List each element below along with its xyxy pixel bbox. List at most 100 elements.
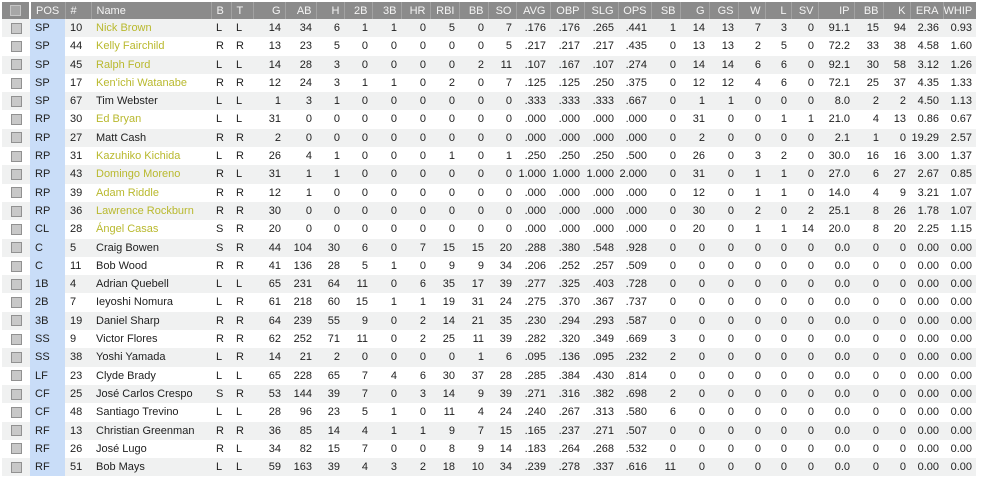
- table-row[interactable]: SP 10 Nick Brown L L 14 34 6 1 1 0 5 0 7.176.176.265.…: [2, 19, 976, 38]
- row-checkbox[interactable]: [10, 187, 22, 199]
- row-checkbox[interactable]: [10, 406, 22, 418]
- column-header-era[interactable]: ERA: [910, 2, 944, 19]
- row-checkbox[interactable]: [10, 22, 22, 34]
- table-row[interactable]: SP 67 Tim Webster L L 1 3 1 0 0 0 0 0 0.333.333.333.6…: [2, 92, 976, 111]
- table-row[interactable]: C 5 Craig Bowen S R 44 104 30 6 0 7 15 15 20.288.380.…: [2, 238, 976, 257]
- row-checkbox[interactable]: [10, 40, 22, 52]
- player-name-link[interactable]: Matt Cash: [96, 131, 147, 144]
- table-row[interactable]: SS 38 Yoshi Yamada L R 14 21 2 0 0 0 0 1 6.095.136.09…: [2, 348, 976, 367]
- table-row[interactable]: RP 30 Ed Bryan L L 31 0 0 0 0 0 0 0 0.000.000.000.000…: [2, 110, 976, 129]
- column-header-whip[interactable]: WHIP: [943, 2, 976, 19]
- table-row[interactable]: SP 17 Ken'ichi Watanabe R R 12 24 3 1 1 0 2 0 7.125.1…: [2, 73, 976, 93]
- row-checkbox[interactable]: [10, 297, 22, 309]
- player-name-link[interactable]: Kazuhiko Kichida: [96, 150, 181, 163]
- column-header-bb[interactable]: BB: [459, 2, 489, 19]
- player-name-link[interactable]: Daniel Sharp: [96, 314, 160, 327]
- player-name-link[interactable]: Bob Mays: [96, 461, 145, 474]
- table-row[interactable]: 3B 19 Daniel Sharp R R 64 239 55 9 0 2 14 21 35.230.2…: [2, 311, 976, 331]
- player-name-link[interactable]: Bob Wood: [96, 259, 148, 272]
- table-row[interactable]: CL 28 Ángel Casas S R 20 0 0 0 0 0 0 0 0.000.000.000.…: [2, 220, 976, 239]
- row-checkbox[interactable]: [10, 242, 22, 254]
- row-checkbox[interactable]: [10, 95, 22, 107]
- table-row[interactable]: RF 26 José Lugo R L 34 82 15 7 0 0 8 9 14.183.264.268…: [2, 439, 976, 459]
- column-header-obp[interactable]: OBP: [550, 2, 585, 19]
- column-header-slg[interactable]: SLG: [584, 2, 619, 19]
- column-header-name[interactable]: Name: [91, 2, 212, 19]
- player-name-link[interactable]: Ken'ichi Watanabe: [96, 76, 187, 89]
- row-checkbox[interactable]: [10, 425, 22, 437]
- column-header-w[interactable]: W: [738, 2, 766, 19]
- table-row[interactable]: 2B 7 Ieyoshi Nomura L R 61 218 60 15 1 1 19 31 24.275…: [2, 293, 976, 312]
- column-header-gs[interactable]: GS: [709, 2, 739, 19]
- row-checkbox[interactable]: [10, 223, 22, 235]
- table-row[interactable]: RF 51 Bob Mays L L 59 163 39 4 3 2 18 10 34.239.278.3…: [2, 458, 976, 477]
- column-header-ab[interactable]: AB: [285, 2, 317, 19]
- column-header-rbi[interactable]: RBI: [430, 2, 460, 19]
- column-header-bb2[interactable]: BB: [854, 2, 884, 19]
- column-header-t[interactable]: T: [231, 2, 254, 19]
- row-checkbox[interactable]: [10, 461, 22, 473]
- column-header-2b[interactable]: 2B: [344, 2, 373, 19]
- player-name-link[interactable]: Nick Brown: [96, 22, 152, 34]
- player-name-link[interactable]: Adrian Quebell: [96, 278, 169, 291]
- row-checkbox[interactable]: [10, 169, 22, 181]
- player-name-link[interactable]: Adam Riddle: [96, 186, 159, 199]
- player-name-link[interactable]: José Lugo: [96, 442, 147, 455]
- row-checkbox[interactable]: [10, 315, 22, 327]
- row-checkbox[interactable]: [10, 205, 22, 217]
- row-checkbox[interactable]: [10, 443, 22, 455]
- column-header-so[interactable]: SO: [488, 2, 517, 19]
- column-header-hr[interactable]: HR: [401, 2, 431, 19]
- column-header-b[interactable]: B: [211, 2, 232, 19]
- table-row[interactable]: RP 39 Adam Riddle R R 12 1 0 0 0 0 0 0 0.000.000.000.…: [2, 183, 976, 202]
- player-name-link[interactable]: Domingo Moreno: [96, 168, 181, 181]
- player-name-link[interactable]: Ralph Ford: [96, 58, 151, 71]
- player-name-link[interactable]: Christian Greenman: [96, 424, 195, 437]
- column-header-g[interactable]: G: [253, 2, 286, 19]
- player-name-link[interactable]: Yoshi Yamada: [96, 351, 166, 364]
- player-name-link[interactable]: Ángel Casas: [96, 223, 159, 236]
- table-row[interactable]: CF 48 Santiago Trevino L L 28 96 23 5 1 0 11 4 24.240…: [2, 403, 976, 422]
- player-name-link[interactable]: Victor Flores: [96, 333, 158, 346]
- row-checkbox[interactable]: [10, 132, 22, 144]
- column-header-sb[interactable]: SB: [651, 2, 681, 19]
- row-checkbox[interactable]: [10, 388, 22, 400]
- table-row[interactable]: 1B 4 Adrian Quebell L L 65 231 64 11 0 6 35 17 39.277…: [2, 275, 976, 294]
- player-name-link[interactable]: Clyde Brady: [96, 369, 156, 382]
- column-header-3b[interactable]: 3B: [372, 2, 402, 19]
- row-checkbox[interactable]: [10, 370, 22, 382]
- column-header-ip[interactable]: IP: [818, 2, 855, 19]
- row-checkbox[interactable]: [10, 351, 22, 363]
- row-checkbox[interactable]: [10, 77, 22, 89]
- table-row[interactable]: RP 43 Domingo Moreno R L 31 1 1 0 0 0 0 0 0 1.000 1.000…: [2, 165, 976, 184]
- table-row[interactable]: CF 25 José Carlos Crespo S R 53 144 39 7 0 3 14 9 39.…: [2, 384, 976, 404]
- column-header-h[interactable]: H: [316, 2, 345, 19]
- column-header-ops[interactable]: OPS: [618, 2, 652, 19]
- column-header-pos[interactable]: POS: [30, 2, 66, 19]
- column-header-k[interactable]: K: [883, 2, 911, 19]
- table-row[interactable]: LF 23 Clyde Brady L L 65 228 65 7 4 6 30 37 28.285.38…: [2, 366, 976, 385]
- player-name-link[interactable]: Kelly Fairchild: [96, 40, 165, 53]
- table-row[interactable]: SP 44 Kelly Fairchild R R 13 23 5 0 0 0 0 0 5.217.217…: [2, 37, 976, 56]
- row-checkbox[interactable]: [10, 114, 22, 126]
- table-row[interactable]: SS 9 Victor Flores R R 62 252 71 11 0 2 25 11 39.282.…: [2, 330, 976, 349]
- table-row[interactable]: RP 36 Lawrence Rockburn R R 30 0 0 0 0 0 0 0 0.000.00…: [2, 201, 976, 221]
- player-name-link[interactable]: Santiago Trevino: [96, 406, 179, 419]
- column-header-avg[interactable]: AVG: [516, 2, 551, 19]
- player-name-link[interactable]: Ieyoshi Nomura: [96, 296, 174, 309]
- player-name-link[interactable]: Tim Webster: [96, 95, 158, 108]
- row-checkbox[interactable]: [10, 260, 22, 272]
- table-row[interactable]: C 11 Bob Wood R R 41 136 28 5 1 0 9 9 34.206.252.257.…: [2, 256, 976, 276]
- row-checkbox[interactable]: [10, 333, 22, 345]
- player-name-link[interactable]: Ed Bryan: [96, 113, 142, 126]
- player-name-link[interactable]: Craig Bowen: [96, 241, 159, 254]
- table-row[interactable]: SP 45 Ralph Ford L L 14 28 3 0 0 0 0 2 11.107.167.107…: [2, 55, 976, 74]
- player-name-link[interactable]: José Carlos Crespo: [96, 387, 193, 400]
- select-all-checkbox[interactable]: [10, 5, 21, 16]
- table-row[interactable]: RP 31 Kazuhiko Kichida L R 26 4 1 0 0 0 1 0 1.250.250…: [2, 147, 976, 166]
- row-checkbox[interactable]: [10, 278, 22, 290]
- row-checkbox[interactable]: [10, 59, 22, 71]
- row-checkbox[interactable]: [10, 150, 22, 162]
- column-header-g2[interactable]: G: [680, 2, 710, 19]
- select-all-header-cell[interactable]: [2, 2, 31, 19]
